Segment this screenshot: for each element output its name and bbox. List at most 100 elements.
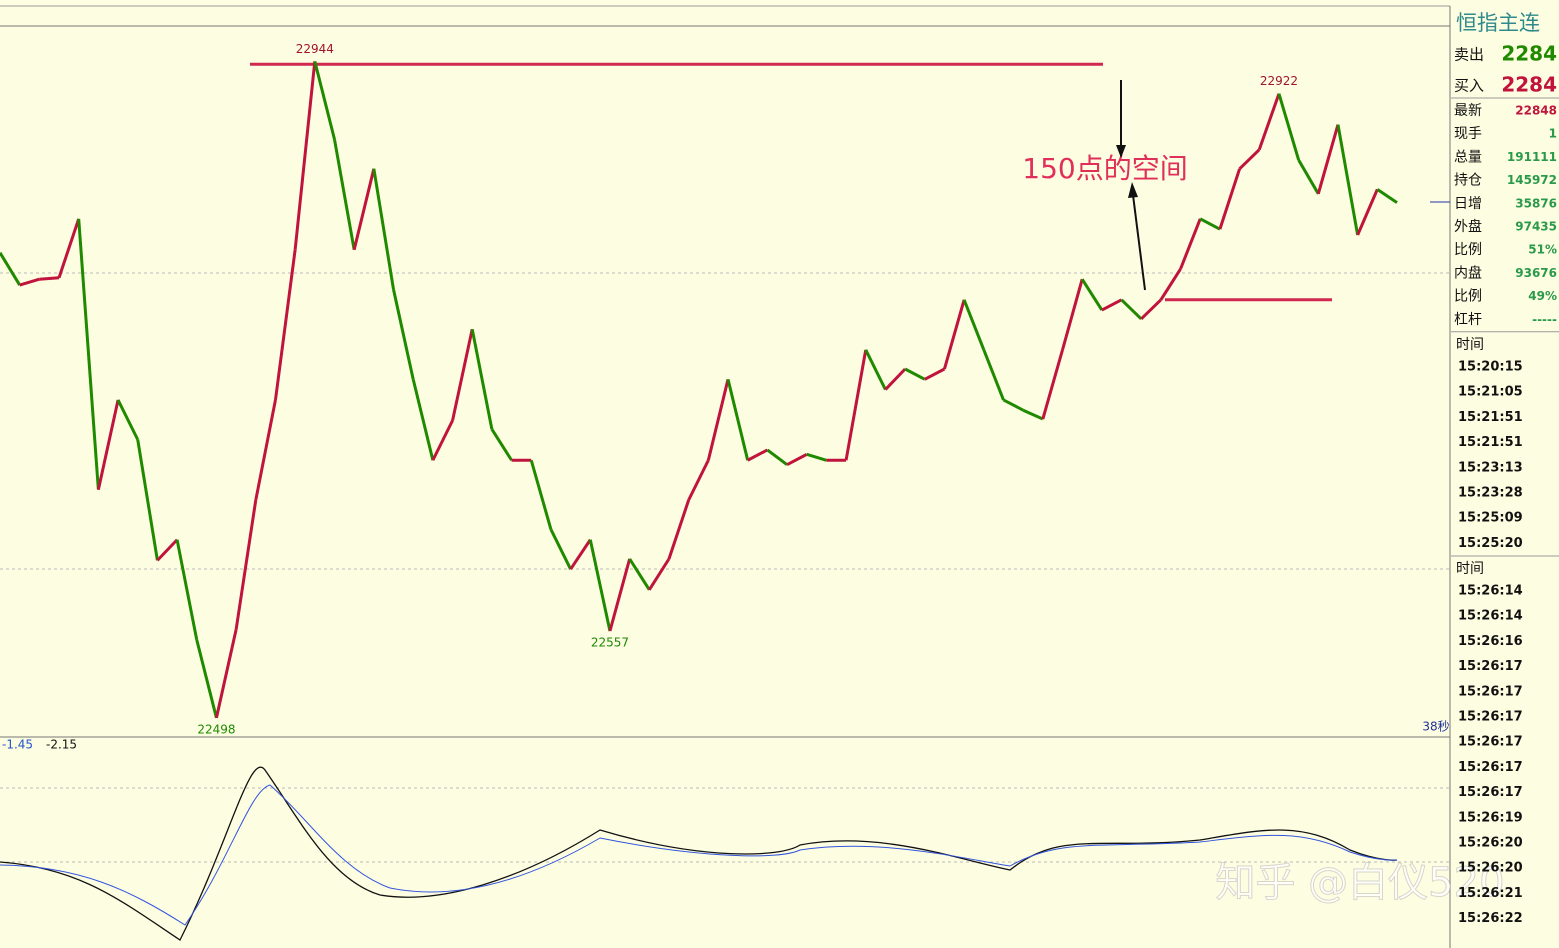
trade-time: 15:26:20 <box>1458 861 1523 876</box>
price-segment <box>608 558 632 632</box>
price-segment <box>1218 168 1242 230</box>
trades-header: 时间 <box>1456 561 1484 577</box>
quote-value: 35876 <box>1515 196 1557 210</box>
trade-time: 15:26:14 <box>1458 609 1523 624</box>
price-segment <box>293 61 317 250</box>
price-segment <box>451 328 474 421</box>
price-segment <box>77 218 100 490</box>
price-segment <box>1041 349 1064 420</box>
arrow-head <box>1116 145 1126 158</box>
price-segment <box>982 349 1005 401</box>
trade-time: 15:26:17 <box>1458 710 1523 725</box>
price-segment <box>39 276 60 281</box>
price-segment <box>943 299 966 370</box>
quote-label: 买入 <box>1454 77 1484 95</box>
trade-time: 15:26:17 <box>1458 659 1523 674</box>
price-segment <box>156 538 179 562</box>
price-segment <box>806 452 827 462</box>
quote-value: 49% <box>1528 289 1557 303</box>
price-segment <box>1120 298 1143 321</box>
price-segment <box>1080 278 1104 311</box>
price-segment <box>273 249 297 401</box>
trade-time: 15:23:13 <box>1458 460 1523 475</box>
extreme-label: 22498 <box>197 722 235 736</box>
indicator-value: -1.45 <box>2 738 33 752</box>
quote-value: 22848 <box>1515 104 1557 118</box>
price-segment <box>549 528 572 570</box>
trade-time: 15:21:05 <box>1458 385 1523 400</box>
trade-time: 15:21:51 <box>1458 435 1523 450</box>
price-segment <box>254 399 277 501</box>
price-segment <box>1140 298 1162 321</box>
price-segment <box>1101 298 1123 312</box>
trade-time: 15:26:22 <box>1458 911 1523 926</box>
indicator-value: -2.15 <box>46 738 77 752</box>
price-segment <box>1376 188 1398 204</box>
price-segment <box>0 251 21 286</box>
price-segment <box>1356 188 1379 236</box>
price-segment <box>392 289 415 380</box>
price-segment <box>706 378 730 461</box>
trade-time: 15:20:15 <box>1458 360 1523 375</box>
quote-value: 1 <box>1549 127 1557 141</box>
price-segment <box>431 419 454 461</box>
price-segment <box>490 428 513 462</box>
trade-time: 15:25:20 <box>1458 536 1523 551</box>
timer: 38秒 <box>1422 720 1449 734</box>
price-segment <box>1199 217 1221 231</box>
price-segment <box>786 453 808 466</box>
quote-value: 2284 <box>1501 73 1557 97</box>
price-segment <box>1257 93 1281 151</box>
price-segment <box>470 328 494 430</box>
quote-label: 外盘 <box>1454 218 1482 235</box>
price-segment <box>569 538 592 571</box>
price-segment <box>1159 268 1182 301</box>
quote-panel: 卖出 2284 买入 2284 最新 22848 现手 1 总量 191111 持仓 145972 日增… <box>1451 42 1559 926</box>
trade-time: 15:25:09 <box>1458 511 1523 526</box>
price-segment <box>96 399 120 491</box>
quote-label: 现手 <box>1454 126 1482 142</box>
price-segment <box>962 299 986 351</box>
arrow <box>1132 194 1146 291</box>
price-segment <box>57 218 81 279</box>
price-segment <box>234 499 258 630</box>
price-segment <box>904 367 926 381</box>
price-segment <box>313 60 336 140</box>
price-segment <box>333 139 356 251</box>
quote-label: 卖出 <box>1454 46 1484 64</box>
price-segment <box>1022 408 1044 421</box>
price-segment <box>864 349 887 391</box>
quote-value: 97435 <box>1515 220 1557 234</box>
quote-label: 内盘 <box>1454 264 1482 281</box>
trade-time: 15:26:20 <box>1458 836 1523 851</box>
quote-value: 145972 <box>1507 173 1557 187</box>
price-segment <box>1277 93 1301 161</box>
price-segment <box>1002 398 1024 412</box>
quote-value: 51% <box>1528 243 1557 257</box>
trade-time: 15:26:17 <box>1458 785 1523 800</box>
price-segment <box>746 448 769 462</box>
price-segment <box>136 439 159 561</box>
trade-time: 15:26:17 <box>1458 735 1523 750</box>
quote-label: 比例 <box>1454 242 1482 258</box>
price-segment <box>352 168 376 251</box>
price-segment <box>667 499 691 560</box>
quote-label: 总量 <box>1454 149 1482 165</box>
price-segment <box>1336 124 1360 236</box>
trade-time: 15:26:17 <box>1458 760 1523 775</box>
extreme-label: 22557 <box>591 636 629 650</box>
price-segment <box>1061 278 1084 351</box>
price-segment <box>214 629 238 719</box>
trade-time: 15:26:16 <box>1458 634 1523 649</box>
trade-time: 15:21:51 <box>1458 410 1523 425</box>
price-segment <box>844 349 868 461</box>
signal-line <box>0 784 1398 926</box>
quote-value: 191111 <box>1507 150 1557 164</box>
quote-label: 最新 <box>1454 103 1482 119</box>
price-segment <box>19 277 40 287</box>
trade-time: 15:23:28 <box>1458 486 1523 501</box>
quote-label: 比例 <box>1454 289 1482 305</box>
price-segment <box>1297 159 1320 195</box>
